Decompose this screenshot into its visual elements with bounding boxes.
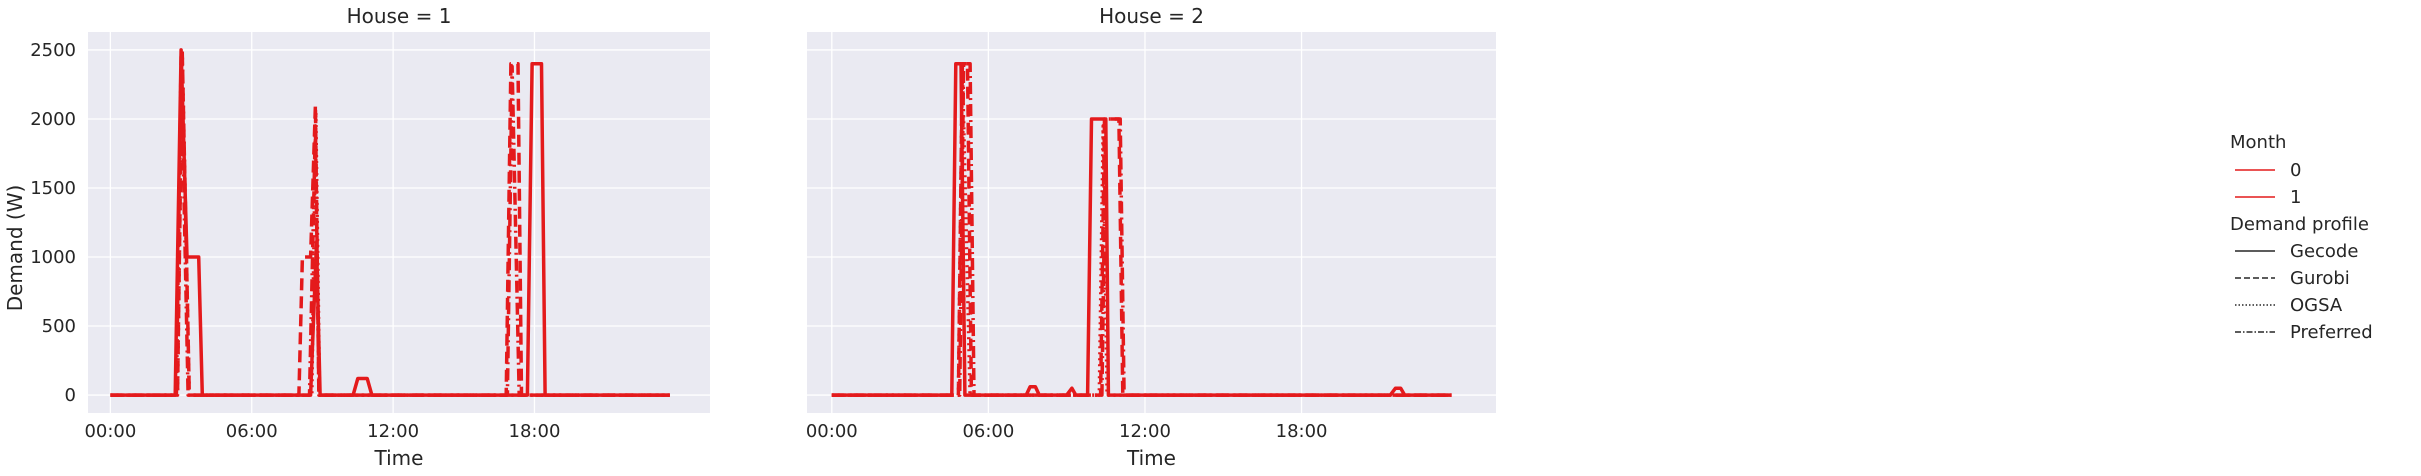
panel-house-1: 0 500 1000 1500 2000 2500 00:00 06:00 12:00 18:00… [30,4,710,470]
plot-area [807,32,1496,413]
legend-hue-title: Month [2230,132,2286,153]
y-tick-label: 1000 [30,247,76,268]
y-tick-label: 500 [42,316,76,337]
x-axis-label: Time [374,446,424,470]
x-tick-label: 12:00 [367,421,419,442]
y-tick-label: 2500 [30,40,76,61]
x-tick-label: 18:00 [1276,421,1328,442]
x-axis-label: Time [1126,446,1176,470]
panel-title: House = 2 [1099,4,1204,28]
panel-title: House = 1 [347,4,452,28]
legend-style-title: Demand profile [2230,214,2369,235]
plot-area [88,32,710,413]
legend-style-gurobi-label: Gurobi [2290,268,2350,289]
x-tick-label: 18:00 [509,421,561,442]
legend-style-gecode-label: Gecode [2290,241,2358,262]
legend-hue-0-label: 0 [2290,160,2301,181]
series-line-dashdot [110,55,670,397]
x-tick-label: 06:00 [226,421,278,442]
series-line-dashdot [831,62,1452,397]
panel-house-2: 00:00 06:00 12:00 18:00 House = 2 Time [806,4,1496,470]
legend-style-preferred-label: Preferred [2290,322,2373,343]
series-line-dotted [110,48,670,397]
x-tick-label: 00:00 [806,421,858,442]
y-tick-label: 2000 [30,109,76,130]
legend-hue-1-label: 1 [2290,187,2301,208]
y-axis-label: Demand (W) [3,185,27,312]
legend-style-ogsa-label: OGSA [2290,295,2343,316]
x-tick-label: 06:00 [962,421,1014,442]
y-tick-label: 0 [65,385,76,406]
x-tick-label: 12:00 [1119,421,1171,442]
y-tick-label: 1500 [30,178,76,199]
x-tick-label: 00:00 [84,421,136,442]
legend: Month 0 1 Demand profile Gecode Gurobi O… [2230,132,2373,343]
